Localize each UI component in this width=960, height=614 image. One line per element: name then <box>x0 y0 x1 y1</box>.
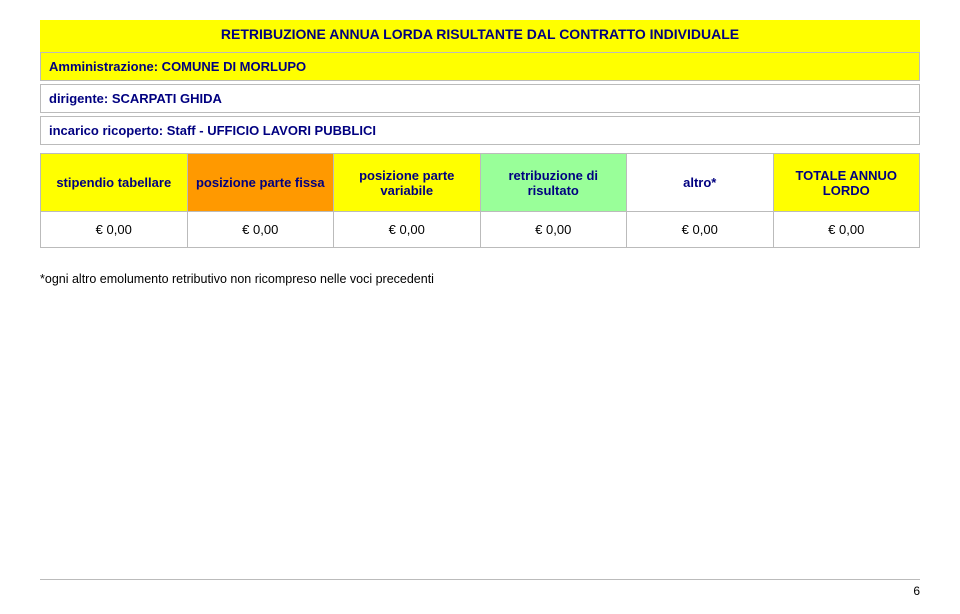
meta-table: Amministrazione: COMUNE DI MORLUPO dirig… <box>40 52 920 145</box>
col-totale-annuo: TOTALE ANNUO LORDO <box>773 154 920 212</box>
col-altro: altro* <box>627 154 774 212</box>
document-container: RETRIBUZIONE ANNUA LORDA RISULTANTE DAL … <box>40 20 920 286</box>
cell-variabile: € 0,00 <box>334 212 481 248</box>
table-row: € 0,00 € 0,00 € 0,00 € 0,00 € 0,00 € 0,0… <box>41 212 920 248</box>
document-title: RETRIBUZIONE ANNUA LORDA RISULTANTE DAL … <box>40 20 920 52</box>
cell-risultato: € 0,00 <box>480 212 627 248</box>
meta-row-dirigente: dirigente: SCARPATI GHIDA <box>41 85 920 113</box>
col-posizione-fissa: posizione parte fissa <box>187 154 334 212</box>
meta-row-amministrazione: Amministrazione: COMUNE DI MORLUPO <box>41 53 920 81</box>
page-number: 6 <box>913 584 920 598</box>
cell-fissa: € 0,00 <box>187 212 334 248</box>
meta-row-incarico: incarico ricoperto: Staff - UFFICIO LAVO… <box>41 117 920 145</box>
col-stipendio-tabellare: stipendio tabellare <box>41 154 188 212</box>
cell-totale: € 0,00 <box>773 212 920 248</box>
table-header-row: stipendio tabellare posizione parte fiss… <box>41 154 920 212</box>
footnote: *ogni altro emolumento retributivo non r… <box>40 272 920 286</box>
page-footer: 6 <box>40 579 920 598</box>
cell-stipendio: € 0,00 <box>41 212 188 248</box>
cell-altro: € 0,00 <box>627 212 774 248</box>
col-posizione-variabile: posizione parte variabile <box>334 154 481 212</box>
col-retribuzione-risultato: retribuzione di risultato <box>480 154 627 212</box>
retribuzione-table: stipendio tabellare posizione parte fiss… <box>40 153 920 248</box>
